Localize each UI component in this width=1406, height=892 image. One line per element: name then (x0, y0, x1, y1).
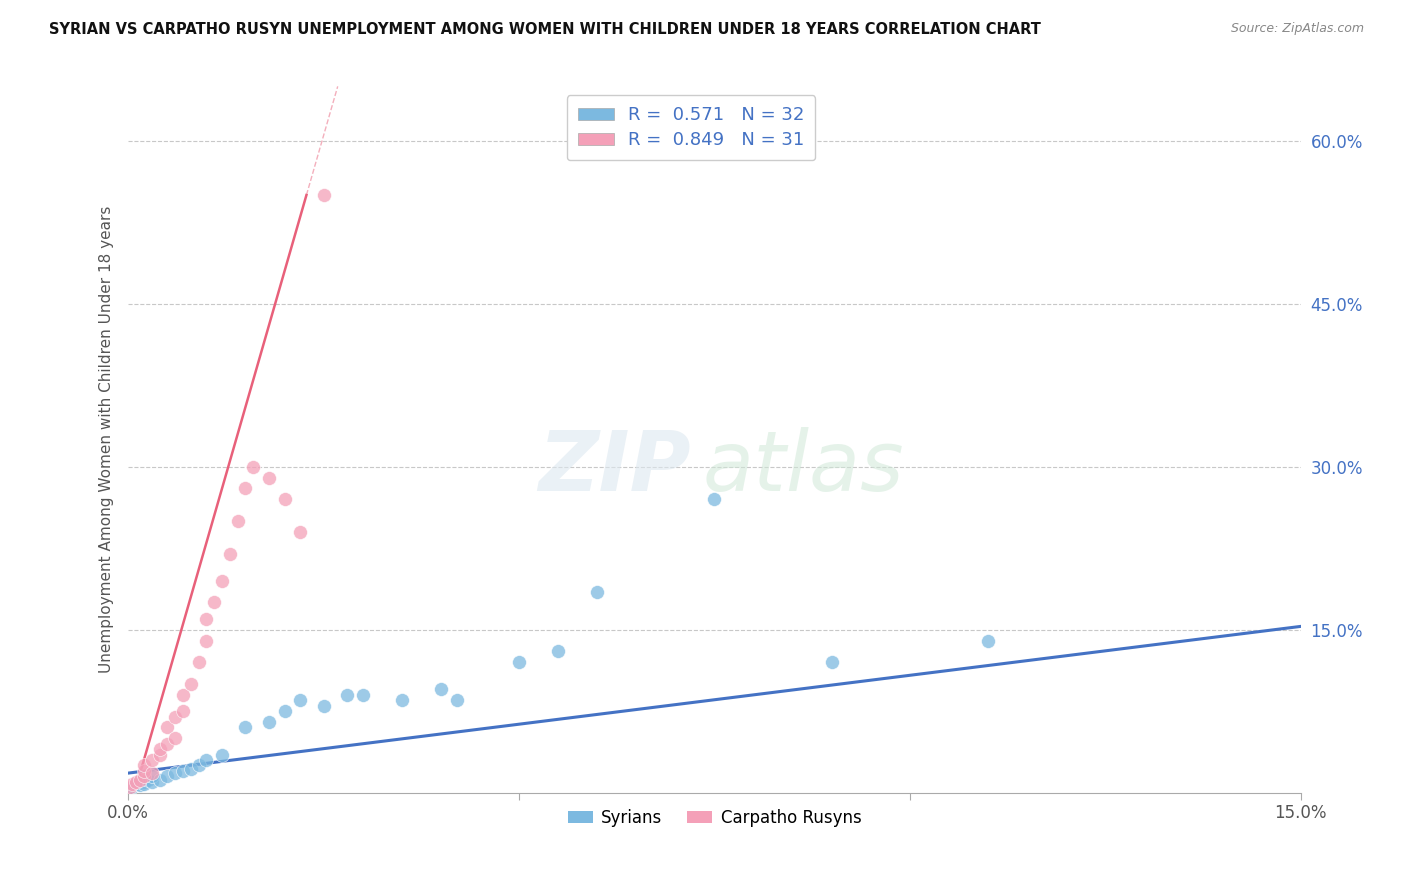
Point (165, 709, 187, 723)
Point (226, 514, 249, 528)
Point (187, 758, 209, 772)
Point (235, 721, 257, 735)
Point (172, 704, 194, 718)
Point (312, 188, 335, 202)
Point (125, 774, 148, 789)
Point (165, 731, 187, 746)
Point (211, 574, 233, 588)
Legend: Syrians, Carpatho Rusyns: Syrians, Carpatho Rusyns (561, 803, 868, 834)
Point (129, 772, 152, 787)
Point (242, 459, 264, 474)
Point (141, 753, 163, 767)
Point (125, 777, 148, 791)
Point (391, 693, 413, 707)
Text: Source: ZipAtlas.com: Source: ZipAtlas.com (1230, 22, 1364, 36)
Point (821, 655, 844, 669)
Point (187, 655, 209, 669)
Point (141, 774, 163, 789)
Point (312, 698, 335, 713)
Point (195, 633, 218, 648)
Point (165, 766, 187, 780)
Point (141, 769, 163, 783)
Point (977, 633, 1000, 648)
Point (257, 714, 280, 729)
Point (547, 644, 569, 658)
Point (132, 764, 155, 778)
Point (290, 524, 312, 539)
Point (156, 769, 179, 783)
Point (136, 772, 159, 787)
Point (446, 693, 468, 707)
Text: SYRIAN VS CARPATHO RUSYN UNEMPLOYMENT AMONG WOMEN WITH CHILDREN UNDER 18 YEARS C: SYRIAN VS CARPATHO RUSYN UNEMPLOYMENT AM… (49, 22, 1040, 37)
Text: atlas: atlas (703, 427, 904, 508)
Point (172, 764, 194, 778)
Point (211, 747, 233, 762)
Point (129, 778, 152, 792)
Point (180, 677, 202, 691)
Y-axis label: Unemployment Among Women with Children Under 18 years: Unemployment Among Women with Children U… (100, 206, 114, 673)
Point (290, 693, 312, 707)
Point (218, 547, 240, 561)
Point (148, 747, 170, 762)
Point (273, 492, 295, 507)
Point (352, 688, 374, 702)
Text: ZIP: ZIP (538, 427, 690, 508)
Point (180, 762, 202, 776)
Point (336, 688, 359, 702)
Point (132, 758, 155, 772)
Point (118, 780, 141, 795)
Point (235, 482, 257, 496)
Point (430, 682, 453, 697)
Point (156, 721, 179, 735)
Point (202, 595, 225, 609)
Point (121, 780, 143, 795)
Point (273, 704, 295, 718)
Point (586, 584, 609, 599)
Point (195, 612, 218, 626)
Point (508, 655, 530, 669)
Point (132, 769, 155, 783)
Point (703, 492, 725, 507)
Point (132, 774, 155, 789)
Point (148, 742, 170, 756)
Point (121, 777, 143, 791)
Point (195, 753, 218, 767)
Point (172, 688, 194, 702)
Point (257, 470, 280, 484)
Point (148, 772, 170, 787)
Point (156, 737, 179, 751)
Point (132, 777, 155, 791)
Point (141, 766, 163, 780)
